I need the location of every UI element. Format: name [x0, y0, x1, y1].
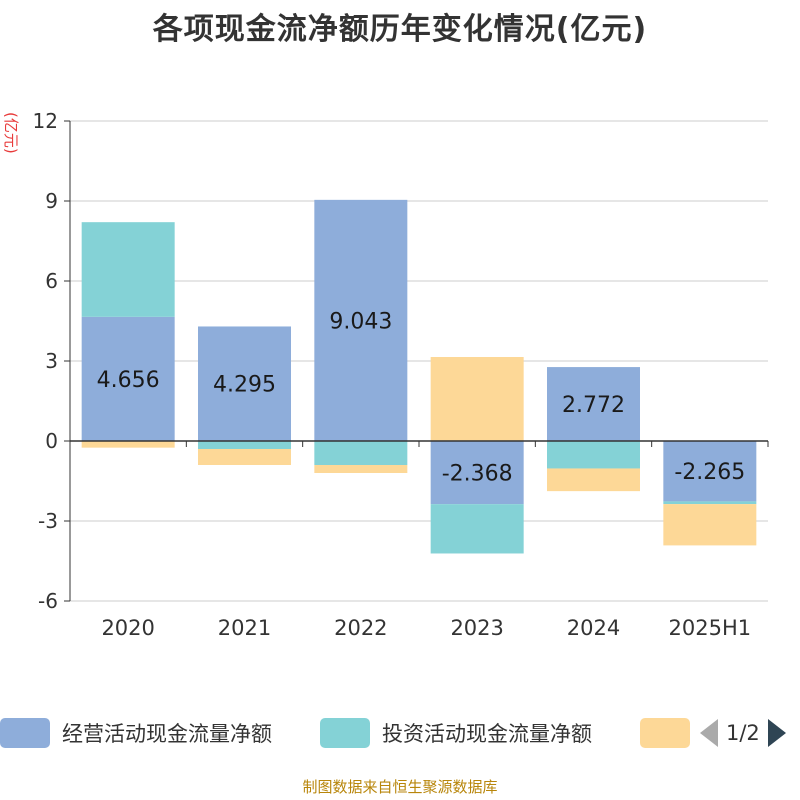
data-labels: 4.656 4.295 9.043 -2.368 2.772 -2.265: [97, 309, 746, 486]
x-tick-label: 2022: [334, 616, 387, 640]
data-label: 9.043: [329, 309, 392, 334]
legend-label-investing: 投资活动现金流量净额: [382, 722, 592, 746]
data-label: 4.295: [213, 373, 276, 398]
y-tick-label: 3: [45, 349, 58, 373]
bar-investing-2021[interactable]: [198, 441, 291, 449]
y-tick-label: 9: [45, 189, 58, 213]
x-tick-label: 2020: [101, 616, 154, 640]
bar-operating-2024[interactable]: [547, 367, 640, 441]
arrow-left-icon[interactable]: [700, 719, 718, 747]
arrow-right-icon[interactable]: [767, 719, 786, 747]
bar-investing-2023[interactable]: [430, 504, 524, 554]
data-label: 4.656: [97, 368, 160, 393]
bar-operating-2021[interactable]: [198, 326, 291, 441]
legend-item-investing[interactable]: 投资活动现金流量净额: [320, 713, 592, 753]
y-tick-label: -3: [38, 509, 58, 533]
legend-swatch-investing: [320, 718, 370, 748]
x-tick-label: 2025H1: [669, 616, 752, 640]
legend-swatch-financing: [640, 718, 690, 748]
legend-page-indicator: 1/2: [726, 721, 760, 745]
y-tick-label: -6: [38, 589, 58, 613]
chart-title: 各项现金流净额历年变化情况(亿元): [152, 12, 648, 47]
legend-item-operating[interactable]: 经营活动现金流量净额: [0, 713, 272, 753]
data-label: -2.368: [442, 462, 513, 487]
bar-investing-2022[interactable]: [314, 441, 408, 465]
bar-financing-2023[interactable]: [430, 357, 524, 441]
bar-operating-2020[interactable]: [81, 316, 175, 441]
y-tick-label: 6: [45, 269, 58, 293]
bar-investing-2024[interactable]: [547, 441, 640, 469]
bar-investing-2020[interactable]: [81, 222, 175, 317]
bars: [81, 199, 757, 554]
legend: 经营活动现金流量净额 投资活动现金流量净额: [0, 713, 800, 753]
bar-financing-2020[interactable]: [81, 441, 175, 448]
bar-financing-2021[interactable]: [198, 449, 291, 465]
data-label: -2.265: [674, 460, 745, 485]
bar-financing-2025H1[interactable]: [663, 504, 757, 546]
bar-financing-2022[interactable]: [314, 465, 408, 473]
x-tick-label: 2021: [218, 616, 271, 640]
data-source-note: 制图数据来自恒生聚源数据库: [302, 778, 498, 796]
bar-operating-2022[interactable]: [314, 199, 408, 441]
legend-label-operating: 经营活动现金流量净额: [62, 722, 272, 746]
bar-investing-2025H1[interactable]: [663, 501, 757, 505]
bar-operating-2023[interactable]: [430, 441, 524, 505]
y-tick-label: 12: [33, 109, 58, 133]
y-tick-label: 0: [45, 429, 58, 453]
bar-financing-2024[interactable]: [547, 468, 640, 492]
legend-item-financing[interactable]: [640, 713, 690, 753]
legend-pager: 1/2: [700, 713, 786, 753]
data-label: 2.772: [562, 393, 625, 418]
x-tick-label: 2024: [567, 616, 620, 640]
bar-operating-2025H1[interactable]: [663, 441, 757, 502]
x-tick-label: 2023: [450, 616, 503, 640]
grid-lines: [70, 120, 768, 602]
legend-swatch-operating: [0, 718, 50, 748]
axes: -6 -3 0 3 6 9 12 2020 2021 2022 2023 2024 2025H1: [33, 109, 769, 640]
